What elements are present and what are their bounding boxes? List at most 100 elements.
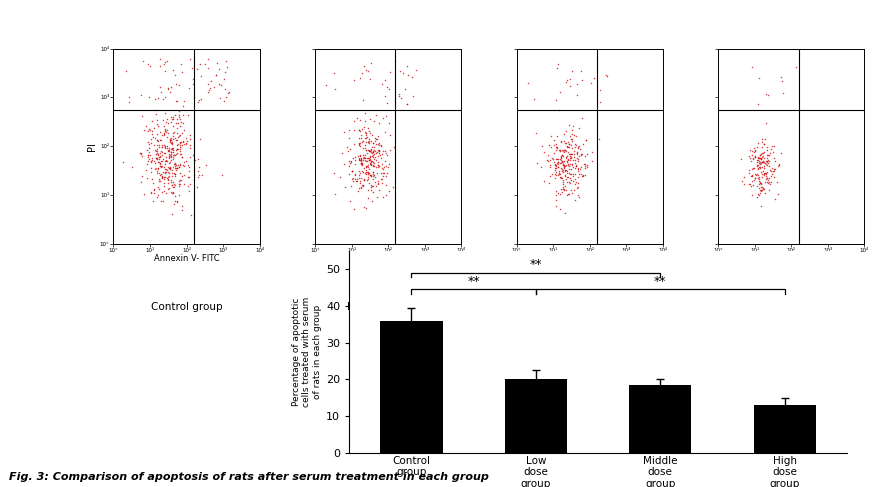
Point [561,160,575,168]
Point [161,179,175,187]
Point [579,136,593,144]
Point [170,164,184,172]
Point [177,180,191,188]
Point [348,169,362,177]
Point [166,129,180,136]
Point [162,164,176,172]
Point [168,111,182,118]
Point [164,139,178,147]
Point [155,148,168,156]
Point [367,155,381,163]
Point [568,196,582,204]
Point [162,169,176,177]
Point [151,165,165,173]
Point [161,119,175,127]
Point [158,126,172,133]
Point [164,150,178,158]
Point [548,174,562,182]
Point [367,150,381,158]
Point [159,93,173,101]
Point [194,135,208,143]
Point [374,169,388,177]
Point [753,151,766,159]
Point [553,164,567,172]
Point [175,68,189,75]
Point [357,123,371,131]
Point [754,155,768,163]
Point [554,152,568,160]
Point [148,147,162,154]
Point [148,159,162,167]
Point [565,189,579,197]
Point [354,160,368,168]
Point [168,71,182,79]
Point [564,141,578,149]
Point [191,168,205,175]
Point [746,164,760,171]
Point [359,129,373,137]
Point [572,142,586,150]
Point [555,147,569,154]
Point [360,168,374,176]
Point [145,130,159,138]
Point [168,160,182,168]
Point [367,158,381,166]
Point [368,150,382,157]
Point [168,182,182,189]
Point [548,161,562,169]
Point [170,165,184,172]
Point [571,168,585,175]
Point [166,135,180,143]
Point [354,154,368,162]
Point [761,157,775,165]
Point [173,131,187,139]
Point [753,154,766,162]
Point [750,193,764,201]
Point [194,95,208,103]
Point [171,133,185,141]
Point [760,151,774,159]
Point [356,151,370,159]
Point [758,135,772,143]
Point [368,117,382,125]
Point [556,183,570,190]
Point [560,148,574,155]
Point [355,168,369,175]
Point [345,167,359,175]
Point [157,60,171,68]
Point [159,128,173,135]
Point [746,181,760,188]
Point [762,150,776,158]
Point [363,161,377,169]
Point [558,147,572,154]
Point [760,158,773,166]
Point [568,162,582,170]
Point [753,191,766,199]
Point [548,167,562,174]
Point [548,170,562,178]
Point [342,126,356,133]
Point [158,165,172,173]
Point [355,182,369,190]
Point [379,149,393,157]
Point [362,156,376,164]
Point [570,154,584,162]
Point [752,161,766,169]
Point [154,171,168,179]
Point [764,172,778,180]
Point [371,146,385,153]
Point [162,185,176,192]
Point [754,184,768,191]
Point [757,140,771,148]
Point [174,138,188,146]
Point [152,153,166,161]
Point [552,158,566,166]
Point [366,168,380,176]
Point [549,164,563,171]
Point [175,206,189,214]
Point [155,173,169,181]
Point [754,202,768,210]
Point [366,162,380,170]
Point [165,169,179,176]
Point [758,189,772,197]
